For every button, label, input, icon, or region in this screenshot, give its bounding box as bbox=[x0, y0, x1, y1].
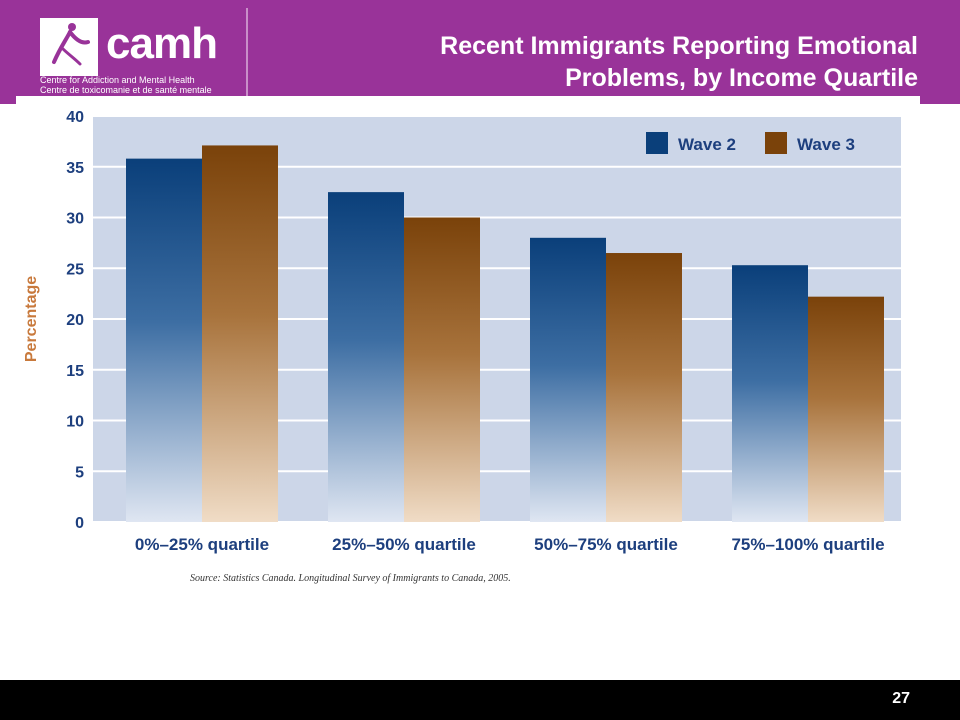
header-divider bbox=[246, 8, 248, 98]
y-tick-label: 30 bbox=[66, 211, 84, 228]
bar-wave-3-1 bbox=[404, 217, 480, 522]
y-tick-label: 40 bbox=[66, 109, 84, 126]
x-tick-label: 75%–100% quartile bbox=[731, 535, 884, 554]
page-number: 27 bbox=[892, 690, 910, 707]
y-axis-label: Percentage bbox=[23, 276, 40, 362]
slide-title: Recent Immigrants Reporting Emotional Pr… bbox=[298, 30, 918, 94]
logo-figure-icon bbox=[40, 18, 98, 76]
legend-swatch-wave-2 bbox=[646, 132, 668, 154]
y-tick-label: 20 bbox=[66, 312, 84, 329]
bar-wave-3-0 bbox=[202, 145, 278, 522]
org-name-english: Centre for Addiction and Mental Health bbox=[40, 75, 195, 85]
bar-wave-3-2 bbox=[606, 253, 682, 522]
x-tick-label: 25%–50% quartile bbox=[332, 535, 476, 554]
legend-label: Wave 3 bbox=[797, 135, 855, 154]
header-bottom-strip bbox=[16, 96, 920, 104]
bar-wave-2-3 bbox=[732, 265, 808, 522]
footer-bar: 27 bbox=[0, 680, 960, 720]
slide-title-line-1: Recent Immigrants Reporting Emotional bbox=[440, 32, 918, 60]
camh-logo: camh Centre for Addiction and Mental Hea… bbox=[40, 14, 220, 95]
y-tick-label: 15 bbox=[66, 363, 84, 380]
org-name-french: Centre de toxicomanie et de santé mental… bbox=[40, 85, 212, 95]
y-tick-label: 35 bbox=[66, 160, 84, 177]
x-tick-label: 0%–25% quartile bbox=[135, 535, 269, 554]
y-tick-label: 10 bbox=[66, 414, 84, 431]
slide-title-line-2: Problems, by Income Quartile bbox=[565, 64, 918, 92]
y-tick-label: 25 bbox=[66, 261, 84, 278]
legend-swatch-wave-3 bbox=[765, 132, 787, 154]
bar-wave-2-0 bbox=[126, 158, 202, 522]
header-bar: camh Centre for Addiction and Mental Hea… bbox=[0, 0, 960, 104]
logo-wordmark: camh bbox=[106, 19, 218, 68]
x-tick-label: 50%–75% quartile bbox=[534, 535, 678, 554]
bar-wave-3-3 bbox=[808, 296, 884, 522]
source-note: Source: Statistics Canada. Longitudinal … bbox=[190, 573, 511, 584]
bar-wave-2-2 bbox=[530, 237, 606, 523]
y-tick-label: 5 bbox=[75, 464, 84, 481]
legend-label: Wave 2 bbox=[678, 135, 736, 154]
bar-chart: 0 5 10 15 20 25 30 35 40 0%–25% quartile 25%–50% … bbox=[23, 109, 901, 554]
y-tick-label: 0 bbox=[75, 515, 84, 532]
bar-wave-2-1 bbox=[328, 192, 404, 522]
